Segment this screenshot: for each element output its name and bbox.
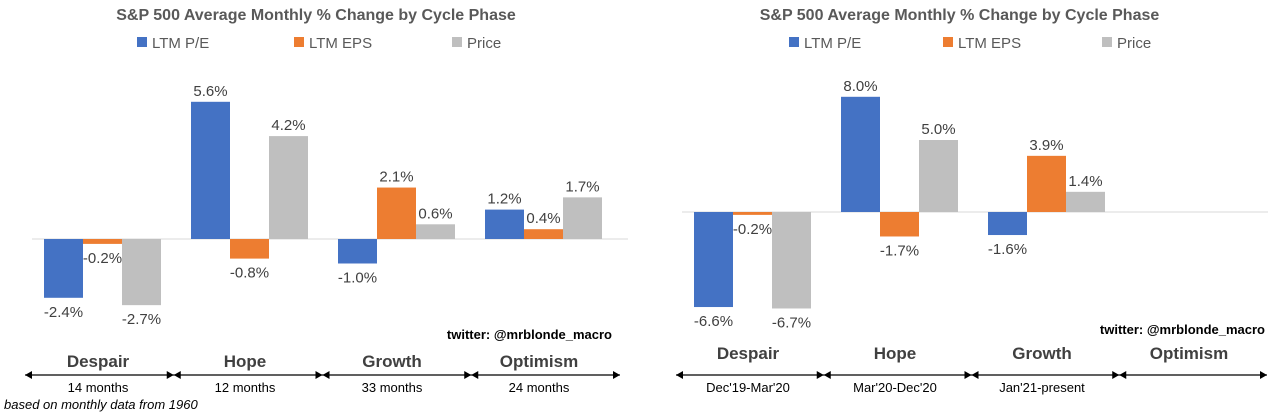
data-label: -2.4% xyxy=(44,304,83,321)
phase-label-growth: Growth xyxy=(362,352,422,371)
phase-period: 12 months xyxy=(215,380,276,395)
data-label: -6.6% xyxy=(694,313,733,330)
arrow-head-left xyxy=(471,371,479,379)
bar-growth-ltm-p-e xyxy=(338,239,377,264)
data-label: -0.8% xyxy=(230,265,269,282)
data-label: 0.6% xyxy=(418,205,452,222)
data-label: -6.7% xyxy=(772,314,811,331)
bar-despair-price xyxy=(122,239,161,306)
arrow-head-left xyxy=(173,371,181,379)
legend-swatch-price xyxy=(1102,37,1112,47)
legend-label: Price xyxy=(1117,35,1151,52)
arrow-head-right xyxy=(964,371,972,379)
phase-label-despair: Despair xyxy=(67,352,130,371)
bar-despair-ltm-eps xyxy=(83,239,122,244)
legend-swatch-ltm-p-e xyxy=(137,37,147,47)
bar-growth-price xyxy=(1066,191,1105,212)
legend-swatch-ltm-eps xyxy=(943,37,953,47)
chart-right: S&P 500 Average Monthly % Change by Cycl… xyxy=(676,7,1268,395)
data-label: 2.1% xyxy=(379,169,413,186)
chart-title: S&P 500 Average Monthly % Change by Cycl… xyxy=(760,7,1160,24)
bar-optimism-ltm-p-e xyxy=(485,209,524,239)
phase-period: 33 months xyxy=(362,380,423,395)
arrow-head-left xyxy=(971,371,979,379)
legend-swatch-ltm-p-e xyxy=(789,37,799,47)
bar-hope-ltm-eps xyxy=(880,212,919,237)
arrow-head-right xyxy=(1260,371,1267,379)
data-label: 1.4% xyxy=(1068,173,1102,190)
legend-label: LTM P/E xyxy=(152,35,209,52)
phase-label-optimism: Optimism xyxy=(500,352,578,371)
bar-growth-ltm-eps xyxy=(1027,155,1066,212)
data-label: 5.0% xyxy=(921,121,955,138)
arrow-head-left xyxy=(1119,371,1127,379)
credit-annotation: twitter: @mrblonde_macro xyxy=(447,327,612,342)
bar-growth-price xyxy=(416,224,455,239)
legend-swatch-ltm-eps xyxy=(294,37,304,47)
arrow-head-left xyxy=(25,371,32,379)
bar-hope-price xyxy=(919,140,958,212)
legend-label: LTM EPS xyxy=(958,35,1021,52)
phase-label-growth: Growth xyxy=(1012,344,1072,363)
phase-label-optimism: Optimism xyxy=(1150,344,1228,363)
arrow-head-left xyxy=(823,371,831,379)
data-label: 1.2% xyxy=(487,191,521,208)
bar-growth-ltm-p-e xyxy=(988,212,1027,236)
bar-optimism-ltm-eps xyxy=(524,229,563,239)
bar-hope-price xyxy=(269,136,308,239)
phase-period: Jan'21-present xyxy=(999,380,1085,395)
arrow-head-right xyxy=(315,371,323,379)
data-label: 3.9% xyxy=(1029,137,1063,154)
legend-label: Price xyxy=(467,35,501,52)
data-label: -0.2% xyxy=(733,221,772,238)
data-label: -1.0% xyxy=(338,270,377,287)
data-label: -1.7% xyxy=(880,242,919,259)
data-label: 5.6% xyxy=(193,83,227,100)
phase-period: Mar'20-Dec'20 xyxy=(853,380,937,395)
data-label: 1.7% xyxy=(565,178,599,195)
credit-annotation: twitter: @mrblonde_macro xyxy=(1100,322,1265,337)
bar-growth-ltm-eps xyxy=(377,187,416,239)
data-label: 8.0% xyxy=(843,78,877,95)
arrow-head-left xyxy=(322,371,330,379)
bar-optimism-price xyxy=(563,197,602,239)
legend-label: LTM EPS xyxy=(309,35,372,52)
chart-left: S&P 500 Average Monthly % Change by Cycl… xyxy=(25,7,628,395)
data-label: -2.7% xyxy=(122,311,161,328)
bar-hope-ltm-p-e xyxy=(191,101,230,239)
chart-title: S&P 500 Average Monthly % Change by Cycl… xyxy=(116,7,516,24)
data-label: -0.2% xyxy=(83,250,122,267)
arrow-head-right xyxy=(1112,371,1120,379)
bar-despair-ltm-p-e xyxy=(694,212,733,308)
legend-label: LTM P/E xyxy=(804,35,861,52)
phase-label-despair: Despair xyxy=(717,344,780,363)
arrow-head-right xyxy=(464,371,472,379)
phase-period: 14 months xyxy=(68,380,129,395)
arrow-head-right xyxy=(613,371,620,379)
phase-period: 24 months xyxy=(509,380,570,395)
phase-label-hope: Hope xyxy=(874,344,917,363)
bar-despair-ltm-p-e xyxy=(44,239,83,298)
arrow-head-right xyxy=(816,371,824,379)
bar-hope-ltm-p-e xyxy=(841,96,880,212)
bar-hope-ltm-eps xyxy=(230,239,269,259)
data-label: 0.4% xyxy=(526,210,560,227)
bar-despair-price xyxy=(772,212,811,309)
arrow-head-left xyxy=(676,371,683,379)
data-label: 4.2% xyxy=(271,117,305,134)
footnote: based on monthly data from 1960 xyxy=(4,397,198,412)
data-label: -1.6% xyxy=(988,241,1027,258)
phase-label-hope: Hope xyxy=(224,352,267,371)
arrow-head-right xyxy=(166,371,174,379)
legend-swatch-price xyxy=(452,37,462,47)
phase-period: Dec'19-Mar'20 xyxy=(706,380,790,395)
bar-despair-ltm-eps xyxy=(733,212,772,215)
